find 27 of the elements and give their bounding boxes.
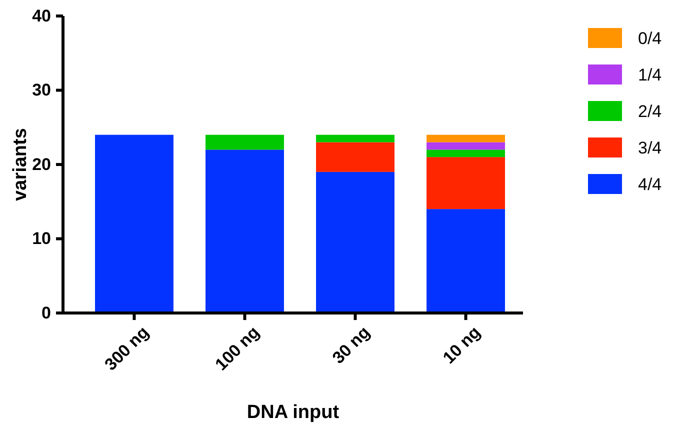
x-tick-label: 100 ng: [212, 322, 264, 374]
bar: [206, 134, 284, 150]
bar: [426, 134, 505, 142]
x-tick-label: 300 ng: [101, 322, 153, 374]
bar: [426, 150, 505, 158]
bar: [206, 150, 284, 313]
bar: [316, 134, 394, 142]
bar: [426, 157, 505, 210]
y-tick-label: 40: [32, 6, 51, 26]
y-tick-label: 30: [32, 80, 51, 100]
x-axis-title: DNA input: [246, 402, 340, 423]
bar: [426, 142, 505, 150]
legend-label: 2/4: [638, 102, 662, 121]
y-axis-title: variants: [10, 128, 31, 201]
x-tick-label: 30 ng: [328, 322, 374, 368]
legend-label: 1/4: [638, 66, 662, 84]
bar: [316, 172, 394, 313]
legend-label: 3/4: [638, 138, 662, 158]
y-tick-label: 20: [32, 154, 51, 174]
legend-label: 4/4: [638, 175, 662, 194]
y-tick-label: 10: [32, 229, 51, 248]
bar: [426, 209, 505, 313]
bar: [95, 134, 174, 313]
y-tick-label: 0: [42, 303, 51, 322]
legend-label: 0/4: [638, 29, 662, 48]
x-tick-label: 10 ng: [439, 322, 484, 368]
bar: [316, 142, 394, 172]
